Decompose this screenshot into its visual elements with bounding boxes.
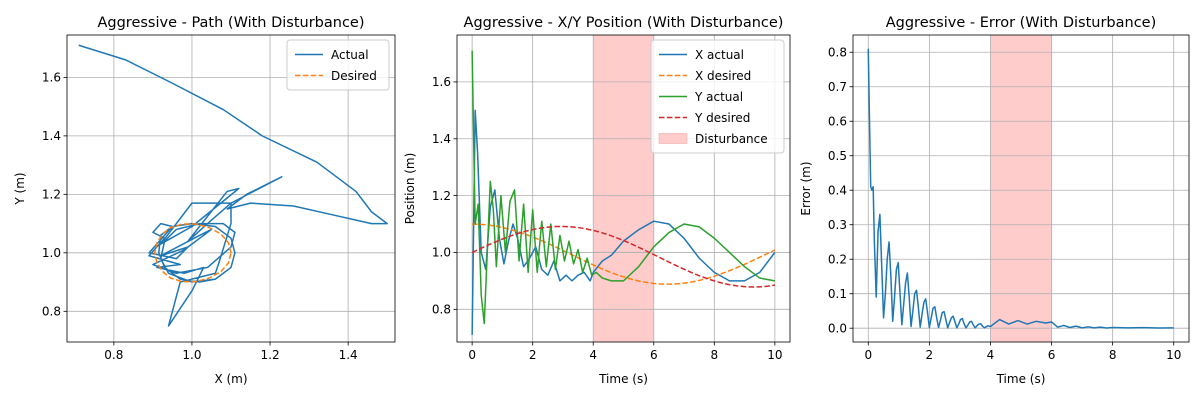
x-tick-label: 10 (1166, 348, 1181, 362)
chart-panel-2: 0 2 4 6 8 10 0.8 1.0 1.2 1.4 1.6 Aggressive - X/Y P… (403, 15, 791, 386)
legend-label: Disturbance (695, 132, 768, 146)
x-tick-label: 6 (1048, 348, 1056, 362)
legend-label: Y desired (694, 111, 750, 125)
y-tick-label: 0.4 (828, 183, 847, 197)
legend-box (286, 39, 390, 91)
x-tick-label: 10 (767, 348, 782, 362)
y-tick-label: 1.2 (42, 188, 61, 202)
legend-patch (658, 133, 688, 144)
x-tick-label: 8 (710, 348, 718, 362)
y-axis-label: Y (m) (13, 172, 27, 205)
y-tick-label: 1.4 (432, 132, 451, 146)
x-axis-label: Time (s) (996, 372, 1046, 386)
x-axis-label: Time (s) (598, 372, 648, 386)
axes-frame (456, 34, 791, 343)
x-axis-label: X (m) (214, 372, 247, 386)
chart-panel-3: 0 2 4 6 8 10 0.0 0.1 0.2 0.3 0.4 0.5 0.6 0.7 0.8 Aggres… (799, 15, 1190, 386)
chart-title: Aggressive - X/Y Position (With Disturba… (464, 15, 784, 31)
x-tick-label: 0.8 (104, 348, 123, 362)
y-axis-label: Position (m) (403, 153, 417, 225)
x-tick-label: 1.2 (261, 348, 280, 362)
legend: X actual X desired Y actual Y desired Distur… (650, 39, 785, 154)
x-tick-label: 6 (650, 348, 658, 362)
legend-label: Y actual (694, 90, 743, 104)
axes-frame (852, 34, 1190, 343)
y-tick-label: 0.1 (828, 287, 847, 301)
y-tick-label: 1.0 (42, 246, 61, 260)
y-tick-label: 0.0 (828, 321, 847, 335)
y-axis-label: Error (m) (799, 161, 813, 215)
y-tick-label: 1.6 (42, 71, 61, 85)
y-tick-label: 0.6 (828, 114, 847, 128)
y-tick-label: 0.8 (432, 303, 451, 317)
plot-area (867, 48, 1174, 329)
axes-frame (66, 34, 396, 343)
series-error (867, 48, 1174, 329)
y-tick-label: 0.7 (828, 80, 847, 94)
x-tick-label: 8 (1109, 348, 1117, 362)
legend-label: X actual (695, 48, 744, 62)
x-tick-label: 1.0 (182, 348, 201, 362)
legend-label: Desired (331, 69, 377, 83)
y-tick-label: 1.2 (432, 189, 451, 203)
chart-title: Aggressive - Error (With Disturbance) (886, 15, 1157, 31)
chart-panel-1: 0.8 1.0 1.2 1.4 0.8 1.0 1.2 1.4 1.6 Aggressive - … (13, 15, 396, 386)
legend-label: X desired (695, 69, 751, 83)
disturbance-region (593, 35, 654, 342)
x-tick-label: 0 (468, 348, 476, 362)
series-actual (78, 44, 388, 327)
x-tick-label: 2 (926, 348, 934, 362)
x-tick-label: 4 (987, 348, 995, 362)
y-tick-label: 1.4 (42, 129, 61, 143)
y-tick-label: 1.6 (432, 75, 451, 89)
series-desired (154, 223, 232, 283)
chart-title: Aggressive - Path (With Disturbance) (97, 15, 364, 31)
plot-area (78, 44, 388, 327)
y-tick-label: 0.8 (42, 305, 61, 319)
y-tick-label: 0.2 (828, 252, 847, 266)
series-x-desired (472, 223, 776, 285)
y-tick-label: 0.8 (828, 45, 847, 59)
x-tick-label: 1.4 (339, 348, 358, 362)
legend: Actual Desired (286, 39, 390, 91)
y-tick-label: 1.0 (432, 246, 451, 260)
y-tick-label: 0.3 (828, 218, 847, 232)
x-tick-label: 4 (589, 348, 597, 362)
series-y-actual (471, 50, 775, 325)
legend-label: Actual (331, 48, 369, 62)
x-tick-label: 2 (529, 348, 537, 362)
disturbance-region (990, 35, 1052, 342)
y-tick-label: 0.5 (828, 149, 847, 163)
plot-area (471, 50, 776, 335)
legend-box (650, 39, 785, 154)
x-tick-label: 0 (864, 348, 872, 362)
